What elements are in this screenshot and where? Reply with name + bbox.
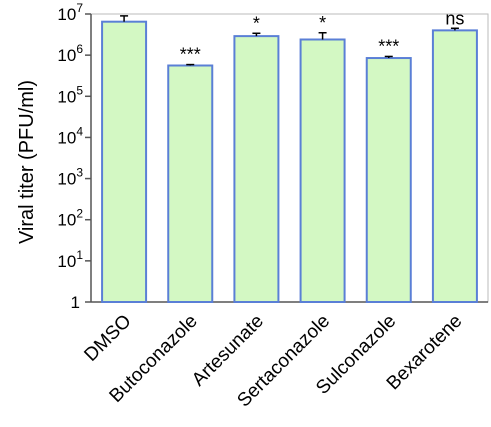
x-category-labels: DMSOButoconazoleArtesunateSertaconazoleS… [80,311,466,412]
y-tick-label: 1 [71,293,80,312]
bar-dmso [101,20,148,304]
y-tick-labels: 1 101 102 103 104 105 106 107 [57,1,83,312]
error-bars [120,15,459,66]
y-tick-label: 105 [57,83,83,106]
y-tick-label: 102 [57,207,83,230]
y-tick-label: 103 [57,166,83,189]
bar-sulconazole [365,57,412,303]
bar-sertaconazole [299,38,346,304]
bar-bexarotene [431,29,478,304]
significance-label: *** [180,45,201,65]
significance-label: ns [445,8,464,28]
y-axis-title: Viral titer (PFU/ml) [16,80,38,244]
y-tick-label: 106 [57,42,83,65]
significance-label: *** [378,36,399,56]
significance-label: * [253,13,260,33]
y-tick-label: 104 [57,124,83,147]
bars [101,20,478,304]
significance-labels: **** ****ns [180,8,465,64]
axes [85,13,489,303]
significance-label: * [319,13,326,33]
y-tick-label: 101 [57,248,83,271]
bar-butoconazole [167,64,214,303]
plot-frame [90,13,489,303]
y-tick-label: 107 [57,1,83,24]
x-category-label: DMSO [80,311,135,366]
bar-artesunate [233,35,280,304]
